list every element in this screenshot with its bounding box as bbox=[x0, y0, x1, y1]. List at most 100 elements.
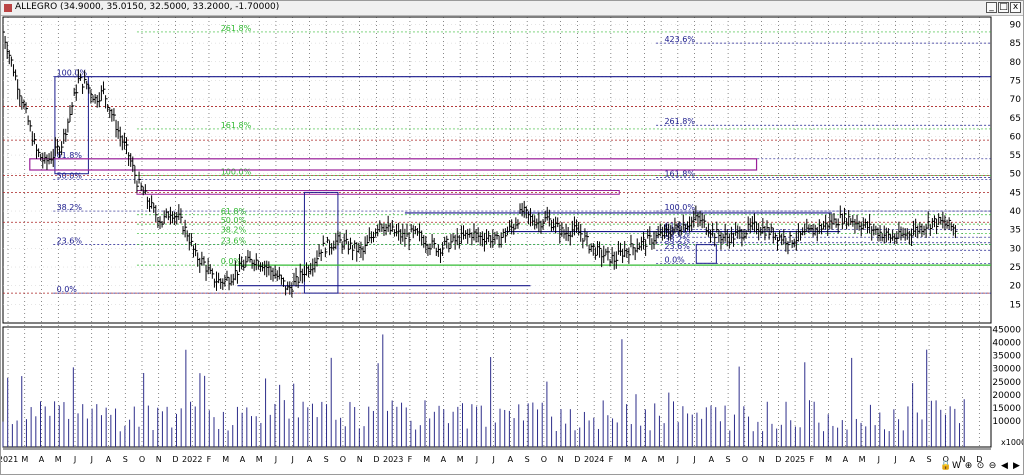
fib-level-label: 61.8% bbox=[221, 207, 247, 216]
x-tick-label: J bbox=[274, 455, 277, 464]
scroll-left-icon[interactable]: ◀ bbox=[1001, 460, 1008, 471]
window-system-icon[interactable] bbox=[4, 4, 12, 12]
volume-tick-label: 35000 bbox=[992, 352, 1021, 362]
x-tick-label: D bbox=[775, 455, 781, 464]
fib-level-label: 100.0% bbox=[57, 69, 88, 78]
volume-tick-label: 45000 bbox=[992, 326, 1021, 336]
minimize-button[interactable]: _ bbox=[986, 2, 997, 13]
x-tick-label: D bbox=[574, 455, 580, 464]
x-tick-label: A bbox=[307, 455, 313, 464]
volume-tick-label: 10000 bbox=[992, 417, 1021, 427]
x-tick-label: 2021 bbox=[1, 455, 18, 464]
x-tick-label: F bbox=[810, 455, 815, 464]
x-tick-label: D bbox=[976, 455, 982, 464]
fib-level-label: 161.8% bbox=[664, 169, 695, 178]
x-tick-label: J bbox=[291, 455, 294, 464]
x-tick-label: S bbox=[324, 455, 329, 464]
x-tick-label: S bbox=[927, 455, 932, 464]
x-tick-label: N bbox=[759, 455, 765, 464]
fib-level-label: 261.8% bbox=[664, 117, 695, 126]
fib-level-label: 100.0% bbox=[664, 203, 695, 212]
fib-level-label: 38.2% bbox=[57, 203, 83, 212]
x-tick-label: J bbox=[491, 455, 494, 464]
x-tick-label: N bbox=[357, 455, 363, 464]
fib-level-label: 23.6% bbox=[664, 242, 690, 251]
x-tick-label: F bbox=[408, 455, 413, 464]
window-title: ALLEGRO (34.9000, 35.0150, 32.5000, 33.2… bbox=[15, 2, 280, 12]
scroll-right-icon[interactable]: ▶ bbox=[1013, 460, 1020, 471]
volume-tick-label: 25000 bbox=[992, 378, 1021, 388]
lock-icon[interactable]: 🔒 bbox=[940, 460, 952, 471]
price-tick-label: 15 bbox=[1010, 300, 1021, 310]
x-tick-label: 2023 bbox=[383, 455, 403, 464]
fib-level-label: 38.2% bbox=[221, 225, 247, 234]
x-tick-label: M bbox=[55, 455, 62, 464]
x-tick-label: S bbox=[525, 455, 530, 464]
x-tick-label: A bbox=[39, 455, 45, 464]
x-tick-label: O bbox=[943, 455, 949, 464]
fib-level-label: 50.0% bbox=[57, 171, 83, 180]
swing-box bbox=[695, 244, 717, 264]
title-bar: ALLEGRO (34.9000, 35.0150, 32.5000, 33.2… bbox=[1, 1, 1023, 16]
price-tick-label: 45 bbox=[1010, 188, 1021, 198]
x-tick-label: M bbox=[624, 455, 631, 464]
x-tick-label: M bbox=[859, 455, 866, 464]
fib-level-label: 38.2% bbox=[664, 235, 690, 244]
x-tick-label: M bbox=[222, 455, 229, 464]
x-tick-label: J bbox=[475, 455, 478, 464]
x-tick-label: A bbox=[709, 455, 715, 464]
x-tick-label: M bbox=[457, 455, 464, 464]
close-button[interactable]: x bbox=[1010, 2, 1021, 13]
x-tick-label: J bbox=[692, 455, 695, 464]
x-tick-label: J bbox=[877, 455, 880, 464]
price-tick-label: 30 bbox=[1010, 244, 1022, 254]
fib-level-label: 23.6% bbox=[57, 237, 83, 246]
swing-box bbox=[54, 76, 89, 175]
fib-level-label: 0.0% bbox=[664, 255, 685, 264]
x-tick-label: J bbox=[676, 455, 679, 464]
x-tick-label: O bbox=[340, 455, 346, 464]
x-tick-label: S bbox=[123, 455, 128, 464]
price-tick-label: 60 bbox=[1010, 132, 1022, 142]
price-tick-label: 85 bbox=[1010, 39, 1021, 49]
x-tick-label: A bbox=[910, 455, 916, 464]
x-tick-label: O bbox=[742, 455, 748, 464]
fib-level-label: 50.0% bbox=[221, 216, 247, 225]
price-tick-label: 20 bbox=[1010, 282, 1022, 292]
price-tick-label: 40 bbox=[1010, 207, 1022, 217]
x-tick-label: N bbox=[156, 455, 162, 464]
zone-box bbox=[136, 190, 620, 195]
maximize-button[interactable]: □ bbox=[998, 2, 1009, 13]
x-tick-label: M bbox=[825, 455, 832, 464]
price-tick-label: 55 bbox=[1010, 151, 1021, 161]
zoom-out-icon[interactable]: ⊖ bbox=[988, 460, 997, 471]
x-tick-label: M bbox=[256, 455, 263, 464]
wave-icon[interactable]: W bbox=[952, 460, 961, 471]
price-panel bbox=[2, 16, 992, 324]
x-tick-label: 2022 bbox=[182, 455, 202, 464]
zoom-in-icon[interactable]: ⊕ bbox=[964, 460, 973, 471]
x-tick-label: O bbox=[139, 455, 145, 464]
price-tick-label: 80 bbox=[1010, 58, 1022, 68]
x-tick-label: F bbox=[207, 455, 212, 464]
x-tick-label: O bbox=[541, 455, 547, 464]
x-tick-label: D bbox=[373, 455, 379, 464]
volume-tick-label: 30000 bbox=[992, 365, 1021, 375]
x-tick-label: N bbox=[558, 455, 564, 464]
x-tick-label: J bbox=[73, 455, 76, 464]
x-tick-label: A bbox=[441, 455, 447, 464]
price-tick-label: 35 bbox=[1010, 226, 1021, 236]
x-tick-label: A bbox=[508, 455, 514, 464]
x-tick-label: F bbox=[609, 455, 614, 464]
swing-box bbox=[303, 191, 339, 294]
x-tick-label: N bbox=[960, 455, 966, 464]
zoom-fit-icon[interactable]: ⊙ bbox=[976, 460, 985, 471]
price-tick-label: 90 bbox=[1010, 20, 1022, 30]
fib-level-label: 100.0% bbox=[221, 168, 252, 177]
x-tick-label: M bbox=[423, 455, 430, 464]
price-tick-label: 65 bbox=[1010, 114, 1021, 124]
x-tick-label: A bbox=[240, 455, 246, 464]
price-tick-label: 25 bbox=[1010, 263, 1021, 273]
price-tick-label: 75 bbox=[1010, 76, 1021, 86]
